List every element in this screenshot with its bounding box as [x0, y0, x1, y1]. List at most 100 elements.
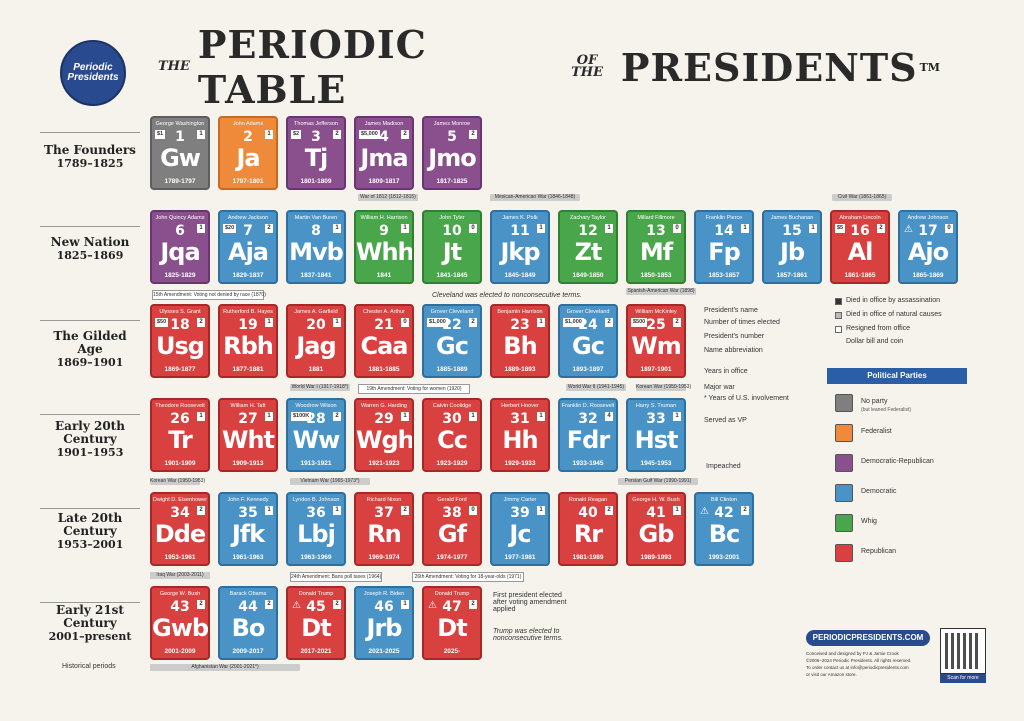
president-tile[interactable]: Zachary Taylor 12 Zt 1849-1850 1	[558, 210, 618, 284]
president-tile[interactable]: John Tyler 10 Jt 1841-1845 0	[422, 210, 482, 284]
president-abbreviation: Dt	[301, 614, 331, 642]
president-abbreviation: Jt	[442, 238, 462, 266]
times-elected-badge: 2	[741, 506, 749, 515]
president-tile[interactable]: Herbert Hoover 31 Hh 1929-1933 1	[490, 398, 550, 472]
president-tile[interactable]: William H. Harrison 9 Whh 1841 1	[354, 210, 414, 284]
president-tile[interactable]: Jimmy Carter 39 Jc 1977-1981 1	[490, 492, 550, 566]
era-divider	[40, 602, 140, 603]
president-tile[interactable]: George Washington 1 Gw 1789-1797 1 $1	[150, 116, 210, 190]
president-number: 15	[782, 223, 802, 239]
president-tile[interactable]: James Madison 4 Jma 1809-1817 2 $5,000	[354, 116, 414, 190]
president-tile[interactable]: Ulysses S. Grant 18 Usg 1869-1877 2 $50	[150, 304, 210, 378]
president-tile[interactable]: Martin Van Buren 8 Mvb 1837-1841 1	[286, 210, 346, 284]
president-tile[interactable]: Franklin D. Roosevelt 32 Fdr 1933-1945 4	[558, 398, 618, 472]
president-tile[interactable]: Benjamin Harrison 23 Bh 1889-1893 1	[490, 304, 550, 378]
president-tile[interactable]: Theodore Roosevelt 26 Tr 1901-1909 1	[150, 398, 210, 472]
president-years: 1877-1881	[232, 366, 264, 373]
times-elected-badge: 1	[333, 506, 341, 515]
war-label: Afghanistan War (2001-2021*)	[150, 664, 300, 671]
president-years: 1901-1909	[164, 460, 196, 467]
president-tile[interactable]: Bill Clinton 42 Bc 1993-2001 2 ⚠	[694, 492, 754, 566]
president-tile[interactable]: William H. Taft 27 Wht 1909-1913 1	[218, 398, 278, 472]
president-tile[interactable]: John Quincy Adams 6 Jqa 1825-1829 1	[150, 210, 210, 284]
war-label: Persian Gulf War (1990-1991)	[618, 478, 698, 485]
president-tile[interactable]: William McKinley 25 Wm 1897-1901 2 $500	[626, 304, 686, 378]
president-years: 1977-1981	[504, 554, 536, 561]
president-tile[interactable]: Thomas Jefferson 3 Tj 1801-1809 2 $2	[286, 116, 346, 190]
page-title: THE PERIODIC TABLE OF THE PRESIDENTS TM	[150, 22, 940, 112]
era-divider	[40, 226, 140, 227]
president-tile[interactable]: Gerald Ford 38 Gf 1974-1977 0	[422, 492, 482, 566]
president-tile[interactable]: Ronald Reagan 40 Rr 1981-1989 2	[558, 492, 618, 566]
qr-code[interactable]	[940, 628, 986, 674]
title-tm: TM	[919, 60, 940, 74]
president-years: 1933-1945	[572, 460, 604, 467]
president-tile[interactable]: John Adams 2 Ja 1797-1801 1	[218, 116, 278, 190]
president-name: George Washington	[155, 121, 205, 127]
president-tile[interactable]: Andrew Jackson 7 Aja 1829-1837 2 $20	[218, 210, 278, 284]
president-tile[interactable]: Franklin Pierce 14 Fp 1853-1857 1	[694, 210, 754, 284]
impeached-icon: ⚠	[904, 224, 913, 235]
president-tile[interactable]: Calvin Coolidge 30 Cc 1923-1929 1	[422, 398, 482, 472]
president-years: 1897-1901	[640, 366, 672, 373]
times-elected-badge: 0	[469, 506, 477, 515]
president-name: Ulysses S. Grant	[159, 309, 201, 315]
party-item: Democratic-Republican	[835, 454, 967, 484]
president-abbreviation: Dde	[154, 520, 206, 548]
president-name: Barack Obama	[229, 591, 267, 597]
president-tile[interactable]: Chester A. Arthur 21 Caa 1881-1885 0	[354, 304, 414, 378]
era-name: The Founders	[44, 143, 136, 157]
era-label: The Founders 1789–1825	[40, 143, 140, 171]
president-number: 20	[306, 317, 326, 333]
president-tile[interactable]: Andrew Johnson 17 Ajo 1865-1869 0 ⚠	[898, 210, 958, 284]
president-tile[interactable]: Grover Cleveland 22 Gc 1885-1889 2 $1,000	[422, 304, 482, 378]
president-number: 46	[374, 599, 394, 615]
president-tile[interactable]: Rutherford B. Hayes 19 Rbh 1877-1881 1	[218, 304, 278, 378]
president-name: John F. Kennedy	[227, 497, 269, 503]
site-link[interactable]: PERIODICPRESIDENTS.COM	[806, 630, 930, 646]
president-tile[interactable]: James Monroe 5 Jmo 1817-1825 2	[422, 116, 482, 190]
president-tile[interactable]: Lyndon B. Johnson 36 Lbj 1963-1969 1	[286, 492, 346, 566]
party-name: Whig	[861, 518, 877, 525]
president-tile[interactable]: George W. Bush 43 Gwb 2001-2009 2	[150, 586, 210, 660]
era-years: 1901–1953	[56, 446, 124, 459]
key-served-vp: Served as VP	[704, 417, 747, 424]
president-tile[interactable]: Millard Fillmore 13 Mf 1850-1853 0	[626, 210, 686, 284]
times-elected-badge: 1	[809, 224, 817, 233]
president-years: 2001-2009	[164, 648, 196, 655]
president-name: James Buchanan	[770, 215, 814, 221]
president-tile[interactable]: Joseph R. Biden 46 Jrb 2021-2025 1	[354, 586, 414, 660]
president-tile[interactable]: Woodrow Wilson 28 Ww 1913-1921 2 $100K	[286, 398, 346, 472]
president-abbreviation: Fp	[708, 238, 741, 266]
times-elected-badge: 1	[673, 412, 681, 421]
president-tile[interactable]: James K. Polk 11 Jkp 1845-1849 1	[490, 210, 550, 284]
president-tile[interactable]: John F. Kennedy 35 Jfk 1961-1963 1	[218, 492, 278, 566]
president-tile[interactable]: Abraham Lincoln 16 Al 1861-1865 2 $5	[830, 210, 890, 284]
president-tile[interactable]: Warren G. Harding 29 Wgh 1921-1923 1	[354, 398, 414, 472]
era-name: Late 20th Century	[57, 511, 123, 538]
times-elected-badge: 1	[537, 506, 545, 515]
key-presidents-number: President's number	[704, 333, 765, 340]
president-name: John Adams	[232, 121, 264, 127]
war-label: Korean War (1950-1953)	[150, 478, 206, 485]
president-name: Martin Van Buren	[294, 215, 338, 221]
president-tile[interactable]: James Buchanan 15 Jb 1857-1861 1	[762, 210, 822, 284]
times-elected-badge: 1	[197, 412, 205, 421]
president-tile[interactable]: Richard Nixon 37 Rn 1969-1974 2	[354, 492, 414, 566]
party-name: Federalist	[861, 428, 892, 435]
president-tile[interactable]: Harry S. Truman 33 Hst 1945-1953 1	[626, 398, 686, 472]
scan-label: Scan for more	[940, 674, 986, 683]
president-years: 1861-1865	[844, 272, 876, 279]
era-name: New Nation	[50, 235, 130, 249]
president-tile[interactable]: Donald Trump 45 Dt 2017-2021 2 ⚠	[286, 586, 346, 660]
president-tile[interactable]: Grover Cleveland 24 Gc 1893-1897 2 $1,000	[558, 304, 618, 378]
era-label: The Gilded Age 1869–1901	[40, 330, 140, 370]
president-name: George H. W. Bush	[632, 497, 680, 503]
times-elected-badge: 0	[673, 224, 681, 233]
president-tile[interactable]: Barack Obama 44 Bo 2009-2017 2	[218, 586, 278, 660]
president-tile[interactable]: Donald Trump 47 Dt 2025- 2 ⚠	[422, 586, 482, 660]
bill-badge: $100K	[291, 412, 312, 421]
president-tile[interactable]: George H. W. Bush 41 Gb 1989-1993 1	[626, 492, 686, 566]
president-tile[interactable]: Dwight D. Eisenhower 34 Dde 1953-1961 2	[150, 492, 210, 566]
president-tile[interactable]: James A. Garfield 20 Jag 1881 1	[286, 304, 346, 378]
